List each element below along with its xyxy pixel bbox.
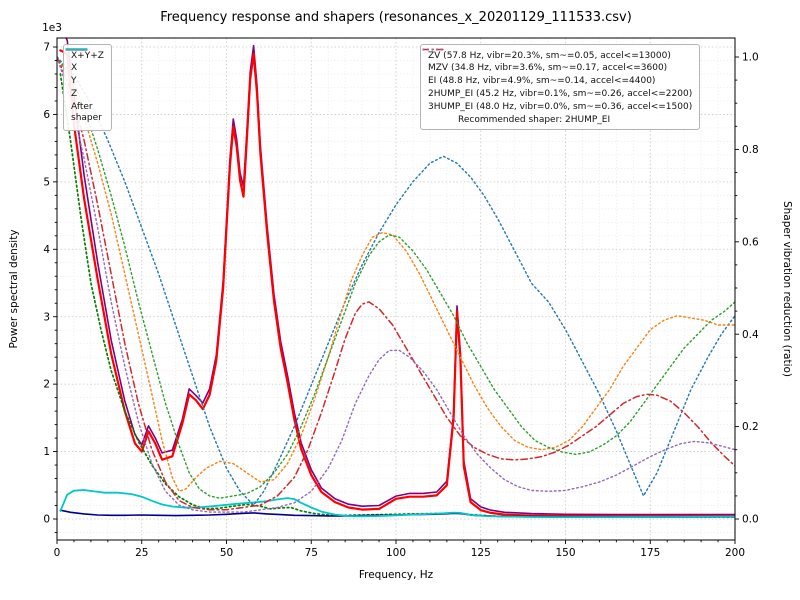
y-left-tick-label: 7 xyxy=(43,42,50,54)
x-tick-label: 150 xyxy=(555,547,575,559)
chart-title: Frequency response and shapers (resonanc… xyxy=(160,10,632,25)
y-left-tick-label: 2 xyxy=(43,379,50,391)
y-left-tick-label: 6 xyxy=(43,109,50,121)
legend-item: 3HUMP_EI (48.0 Hz, vibr=0.0%, sm~=0.36, … xyxy=(422,48,693,113)
legend-shapers: ZV (57.8 Hz, vibr=20.3%, sm~=0.05, accel… xyxy=(420,44,701,130)
y-right-tick-label: 0.4 xyxy=(742,329,759,341)
series-lines xyxy=(57,38,735,518)
series-ei3 xyxy=(57,56,735,513)
axis-ticks: 0 25 50 75 100 125 150 175 200 0 1 2 3 4 5 6 7 0.0 0.2 0.4 0… xyxy=(43,42,759,559)
y-right-tick-label: 1.0 xyxy=(742,52,759,64)
y-left-tick-label: 0 xyxy=(43,514,50,526)
series-ei xyxy=(57,56,735,499)
y-right-tick-label: 0.8 xyxy=(742,144,759,156)
y-right-axis-label: Shaper vibration reduction (ratio) xyxy=(781,201,793,377)
legend-item: After shaper xyxy=(65,48,104,125)
x-tick-label: 50 xyxy=(220,547,233,559)
x-tick-label: 25 xyxy=(135,547,148,559)
series-zv xyxy=(57,56,735,506)
y-left-tick-label: 1 xyxy=(43,446,50,458)
legend-item: ZV (57.8 Hz, vibr=20.3%, sm~=0.05, accel… xyxy=(422,48,692,62)
legend-label: MZV (34.8 Hz, vibr=3.6%, sm~=0.17, accel… xyxy=(428,63,668,74)
legend-label: 2HUMP_EI (45.2 Hz, vibr=0.1%, sm~=0.26, … xyxy=(428,88,693,99)
y-left-tick-label: 4 xyxy=(43,244,50,256)
x-axis-label: Frequency, Hz xyxy=(359,569,434,581)
series-ei2 xyxy=(57,56,735,511)
x-tick-label: 100 xyxy=(386,547,406,559)
y-left-axis-label: Power spectral density xyxy=(8,229,20,348)
legend-label: After shaper xyxy=(71,101,102,123)
legend-label: Z xyxy=(71,88,78,99)
series-x xyxy=(59,49,735,518)
x-tick-label: 125 xyxy=(471,547,491,559)
x-tick-label: 0 xyxy=(54,547,61,559)
x-tick-label: 75 xyxy=(305,547,318,559)
legend-label: X+Y+Z xyxy=(71,50,104,61)
x-tick-label: 200 xyxy=(725,547,745,559)
y-left-tick-label: 3 xyxy=(43,311,50,323)
x-tick-label: 175 xyxy=(640,547,660,559)
legend-label: Y xyxy=(71,76,77,86)
y-right-tick-label: 0.6 xyxy=(742,236,759,248)
legend-item: EI (48.8 Hz, vibr=4.9%, sm~=0.14, accel<… xyxy=(422,48,692,87)
series-after xyxy=(59,489,735,518)
legend-label: EI (48.8 Hz, vibr=4.9%, sm~=0.14, accel<… xyxy=(428,76,656,86)
legend-line-sample xyxy=(422,48,445,51)
legend-item: X xyxy=(65,48,104,74)
legend-item: 2HUMP_EI (45.2 Hz, vibr=0.1%, sm~=0.26, … xyxy=(422,48,693,100)
y-right-tick-label: 0.0 xyxy=(742,514,759,526)
legend-recommended-note: Recommended shaper: 2HUMP_EI xyxy=(458,114,611,125)
legend-item: Y xyxy=(65,48,104,87)
axis-offset-text: 1e3 xyxy=(42,22,62,34)
legend-measurements: X+Y+Z X Y Z After shaper xyxy=(63,44,112,131)
legend-line-sample xyxy=(65,48,88,51)
series-mzv xyxy=(57,56,735,492)
legend-item: MZV (34.8 Hz, vibr=3.6%, sm~=0.17, accel… xyxy=(422,48,692,74)
y-left-tick-label: 5 xyxy=(43,176,50,188)
legend-item: Z xyxy=(65,48,104,100)
legend-label: X xyxy=(71,63,78,74)
y-right-tick-label: 0.2 xyxy=(742,421,759,433)
legend-label: ZV (57.8 Hz, vibr=20.3%, sm~=0.05, accel… xyxy=(428,50,671,61)
legend-label: 3HUMP_EI (48.0 Hz, vibr=0.0%, sm~=0.36, … xyxy=(428,101,693,112)
plot-border xyxy=(56,37,736,541)
